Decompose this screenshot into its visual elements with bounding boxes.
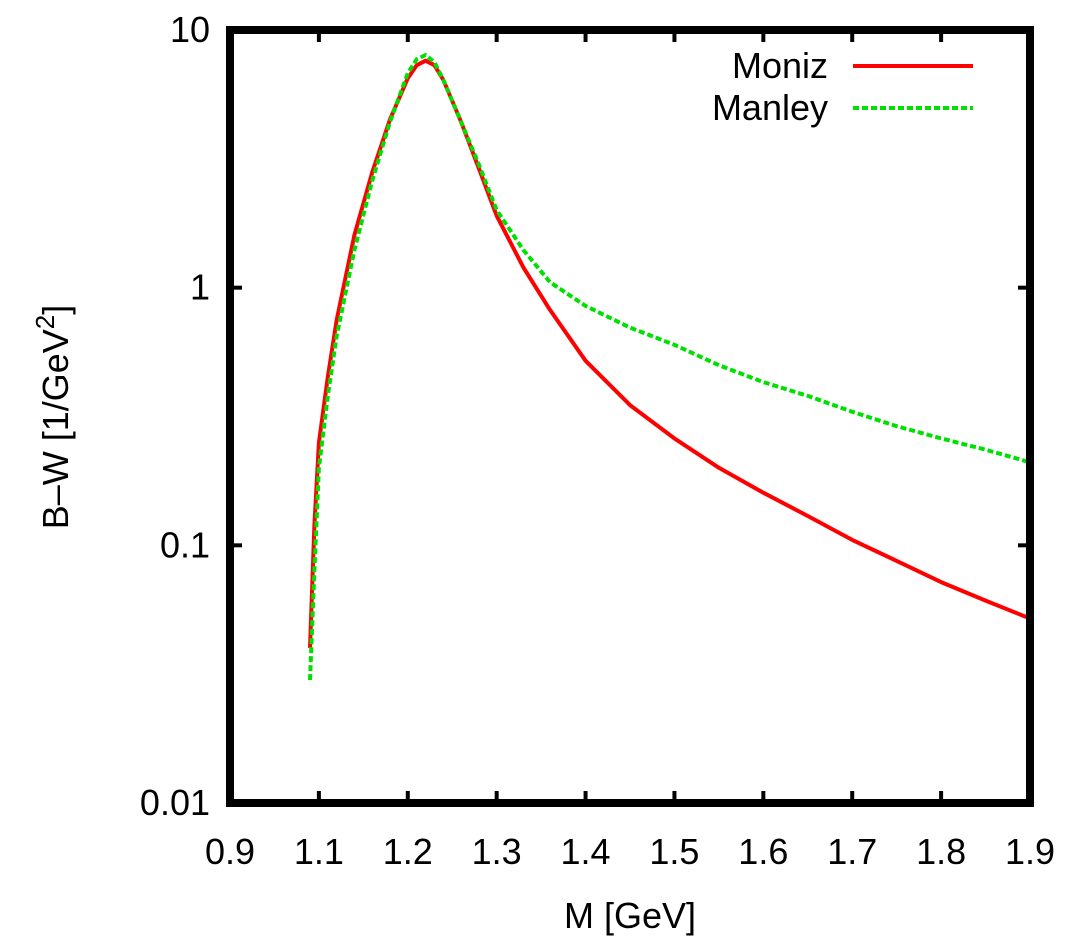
- legend-label-moniz: Moniz: [732, 45, 828, 86]
- x-tick-labels: 0.9 1.1 1.2 1.3 1.4 1.5 1.6 1.7 1.8 1.9: [205, 831, 1055, 872]
- x-tick-label: 0.9: [205, 831, 255, 872]
- x-tick-label: 1.9: [1005, 831, 1055, 872]
- y-axis-label-end: ]: [35, 305, 76, 315]
- y-tick-label: 0.1: [160, 524, 210, 565]
- x-tick-label: 1.8: [916, 831, 966, 872]
- x-tick-label: 1.6: [738, 831, 788, 872]
- y-axis-label-superscript: 2: [30, 315, 60, 329]
- y-tick-label: 1: [190, 267, 210, 308]
- y-axis-label-main: B–W [1/GeV: [35, 329, 76, 529]
- x-tick-label: 1.3: [472, 831, 522, 872]
- y-tick-labels: 0.01 0.1 1 10: [140, 9, 210, 823]
- y-axis-label: B–W [1/GeV2]: [30, 305, 76, 530]
- plot-lines: [308, 53, 1031, 681]
- series-line-manley: [308, 53, 1031, 681]
- y-tick-label: 0.01: [140, 782, 210, 823]
- x-axis-label: M [GeV]: [564, 895, 696, 936]
- y-tick-label: 10: [170, 9, 210, 50]
- plot-frame: [226, 26, 1034, 807]
- legend: Moniz Manley: [712, 45, 973, 128]
- x-tick-label: 1.7: [827, 831, 877, 872]
- series-line-moniz: [308, 58, 1031, 648]
- x-tick-label: 1.5: [649, 831, 699, 872]
- x-tick-label: 1.4: [561, 831, 611, 872]
- x-tick-label: 1.2: [383, 831, 433, 872]
- x-tick-label: 1.1: [294, 831, 344, 872]
- legend-label-manley: Manley: [712, 87, 828, 128]
- ticks: [228, 28, 1032, 805]
